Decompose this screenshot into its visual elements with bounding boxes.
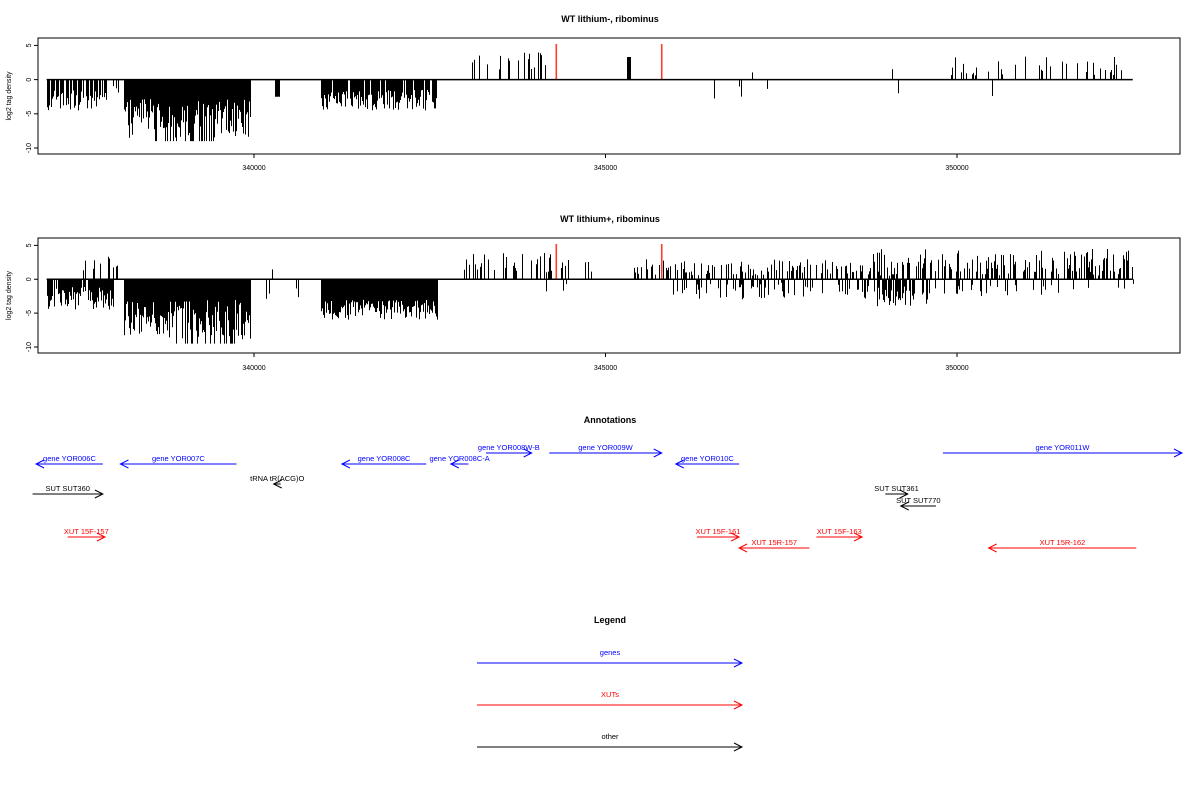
y-tick-label: -5 — [26, 111, 33, 117]
legend-label: genes — [600, 648, 621, 657]
annotation-label: gene YOR007C — [152, 454, 205, 463]
annotation-label: tRNA tR(ACG)O — [250, 474, 304, 483]
y-tick-label: -5 — [26, 310, 33, 316]
annotation-feature: gene YOR008C-A — [429, 454, 490, 469]
arrow-head — [733, 742, 744, 752]
annotation-label: gene YOR006C — [43, 454, 96, 463]
annotation-feature: gene YOR008C — [340, 454, 427, 469]
annotation-feature: SUT SUT770 — [896, 496, 941, 511]
arrow-head — [730, 532, 741, 542]
x-tick-label: 350000 — [945, 365, 968, 372]
density-bars — [47, 52, 1122, 142]
arrow-head — [674, 459, 685, 469]
track-panel-2: WT lithium+, ribominus 5 0 -5 -10 log2 tag de… — [6, 214, 1181, 372]
legend-item-xuts: XUTs — [477, 690, 744, 710]
annotation-feature: gene YOR010C — [674, 454, 740, 469]
annotation-feature: tRNA tR(ACG)O — [250, 474, 304, 489]
plot-frame — [37, 37, 1181, 155]
arrow-head — [899, 501, 909, 511]
arrow-head — [34, 459, 45, 469]
annotations-track: Annotations gene YOR006C gene YOR007C tRNA … — [32, 415, 1184, 553]
annotation-label: XUT 15R-162 — [1040, 538, 1086, 547]
annotation-label: SUT SUT360 — [45, 484, 89, 493]
annotation-label: XUT 15F-161 — [696, 527, 741, 536]
density-bars — [47, 248, 1134, 344]
annotation-label: XUT 15F-157 — [64, 527, 109, 536]
y-tick-label: 5 — [26, 43, 33, 47]
y-tick-label: 0 — [26, 78, 33, 82]
annotation-label: SUT SUT361 — [874, 484, 918, 493]
annotation-feature: XUT 15R-162 — [987, 538, 1137, 553]
annotation-feature: SUT SUT360 — [32, 484, 104, 499]
arrow-head — [987, 543, 997, 553]
legend-title: Legend — [594, 615, 626, 625]
arrow-head — [853, 532, 864, 542]
annotation-label: XUT 15R-157 — [751, 538, 797, 547]
annotation-label: gene YOR008C — [358, 454, 411, 463]
arrow-head — [96, 532, 107, 542]
annotation-label: SUT SUT770 — [896, 496, 940, 505]
x-tick-label: 340000 — [242, 165, 265, 172]
track-panel-1: WT lithium-, ribominus 5 0 -5 -10 log2 tag de… — [6, 14, 1181, 172]
annotation-feature: gene YOR007C — [119, 454, 237, 469]
arrow-head — [653, 448, 663, 458]
annotation-label: XUT 15F-163 — [817, 527, 862, 536]
y-tick-label: -10 — [26, 342, 33, 352]
x-tick-label: 350000 — [945, 165, 968, 172]
annotation-feature: gene YOR008W-B — [478, 443, 540, 458]
legend-item-other: other — [477, 732, 744, 752]
x-tick-label: 345000 — [594, 165, 617, 172]
arrow-head — [449, 459, 460, 469]
arrow-head — [1173, 448, 1184, 458]
panel-title: WT lithium-, ribominus — [561, 14, 659, 24]
annotation-feature: XUT 15R-157 — [737, 538, 810, 553]
annotation-label: gene YOR009W — [578, 443, 633, 452]
legend-label: XUTs — [601, 690, 619, 699]
annotation-feature: XUT 15F-157 — [64, 527, 109, 542]
panel-title: WT lithium+, ribominus — [560, 214, 660, 224]
annotation-feature: gene YOR011W — [942, 443, 1184, 458]
annotation-label: gene YOR008C-A — [429, 454, 489, 463]
y-axis-label: log2 tag density — [6, 270, 13, 320]
y-tick-label: -10 — [26, 143, 33, 153]
arrow-head — [523, 448, 533, 458]
annotation-feature: XUT 15F-161 — [696, 527, 741, 542]
annotation-feature: gene YOR009W — [549, 443, 663, 458]
arrow-head — [340, 459, 351, 469]
arrow-head — [737, 543, 748, 553]
annotation-label: gene YOR010C — [681, 454, 734, 463]
plot-frame — [37, 237, 1181, 354]
arrow-head — [899, 489, 909, 499]
legend-item-genes: genes — [477, 648, 744, 668]
annotations-title: Annotations — [584, 415, 637, 425]
x-tick-label: 345000 — [594, 365, 617, 372]
x-tick-label: 340000 — [242, 365, 265, 372]
arrow-head — [272, 479, 282, 489]
arrow-head — [733, 658, 744, 668]
y-tick-label: 0 — [26, 277, 33, 281]
arrow-head — [119, 459, 129, 469]
legend: Legend genes XUTs other — [477, 615, 744, 752]
arrow-head — [94, 489, 104, 499]
arrow-head — [733, 700, 744, 710]
annotation-label: gene YOR008W-B — [478, 443, 540, 452]
y-axis-label: log2 tag density — [6, 71, 13, 121]
annotation-feature: XUT 15F-163 — [816, 527, 864, 542]
annotation-label: gene YOR011W — [1036, 443, 1091, 452]
legend-label: other — [601, 732, 619, 741]
y-tick-label: 5 — [26, 243, 33, 247]
annotation-feature: gene YOR006C — [34, 454, 103, 469]
annotation-feature: SUT SUT361 — [874, 484, 919, 499]
